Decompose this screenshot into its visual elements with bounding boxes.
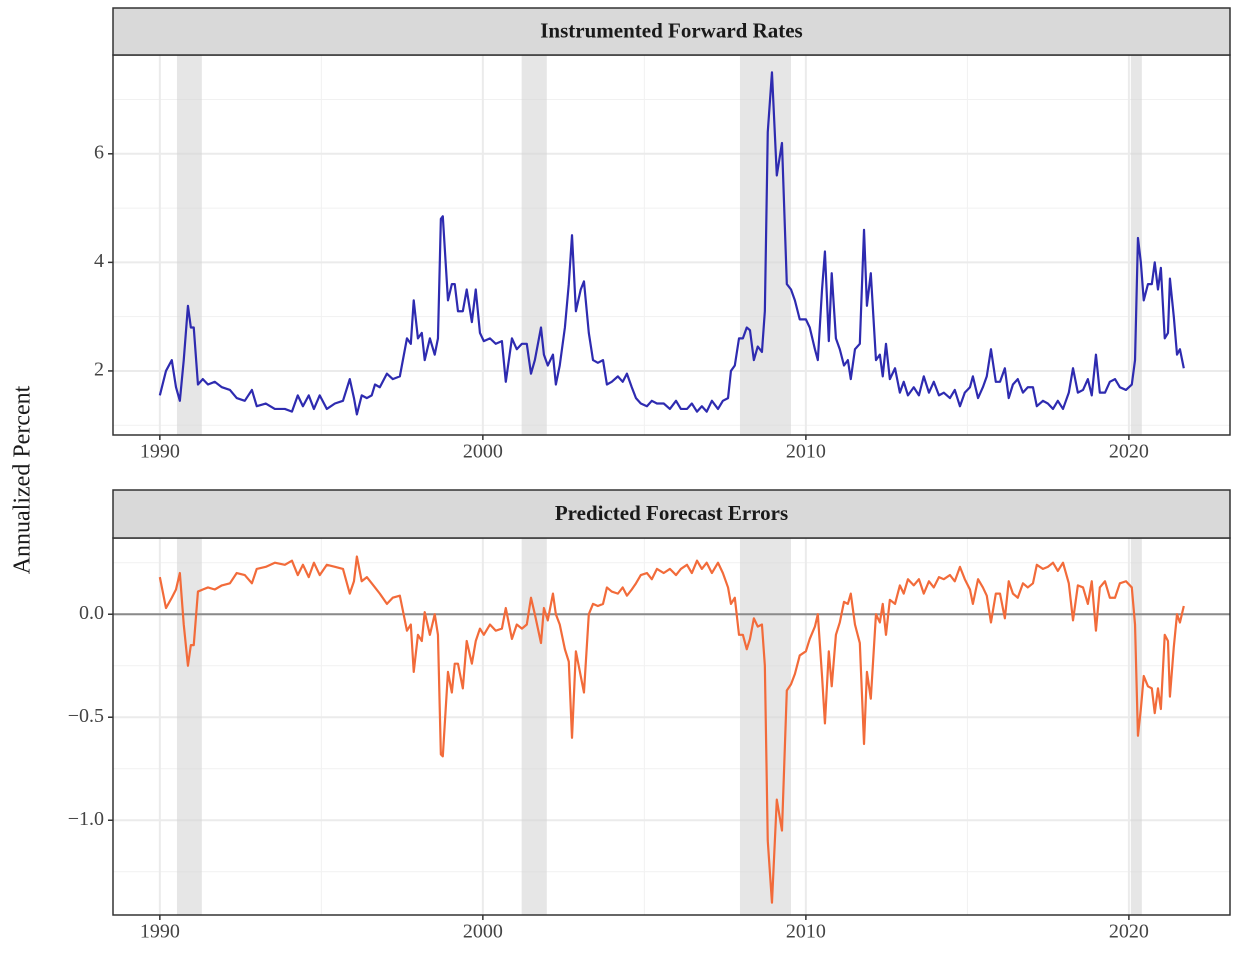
x-tick-label: 2000 — [463, 441, 503, 463]
x-tick-label: 2010 — [786, 441, 826, 463]
x-tick-label: 2010 — [786, 921, 826, 943]
data-line — [158, 555, 1185, 904]
data-line — [158, 71, 1185, 416]
y-tick-label: −1.0 — [68, 808, 104, 830]
strip — [112, 489, 1231, 539]
x-tick-label: 2020 — [1109, 921, 1149, 943]
panel-title: Predicted Forecast Errors — [555, 501, 788, 525]
panel-title: Instrumented Forward Rates — [540, 18, 802, 42]
shaded-region — [1130, 55, 1142, 435]
panel-background — [113, 538, 1230, 915]
panel-background — [113, 55, 1230, 435]
shaded-region — [521, 538, 547, 915]
x-tick-label: 1990 — [140, 441, 180, 463]
y-axis-label: Annualized Percent — [10, 385, 36, 574]
shaded-region — [521, 55, 547, 435]
x-tick-label: 2020 — [1109, 441, 1149, 463]
y-tick-label: 2 — [94, 359, 104, 381]
strip — [112, 7, 1231, 56]
x-tick-label: 1990 — [140, 921, 180, 943]
y-tick-label: 6 — [94, 141, 104, 163]
y-tick-label: 4 — [94, 250, 104, 272]
y-tick-label: 0.0 — [79, 602, 104, 624]
shaded-region — [1130, 538, 1142, 915]
y-tick-label: −0.5 — [68, 705, 104, 727]
x-tick-label: 2000 — [463, 921, 503, 943]
